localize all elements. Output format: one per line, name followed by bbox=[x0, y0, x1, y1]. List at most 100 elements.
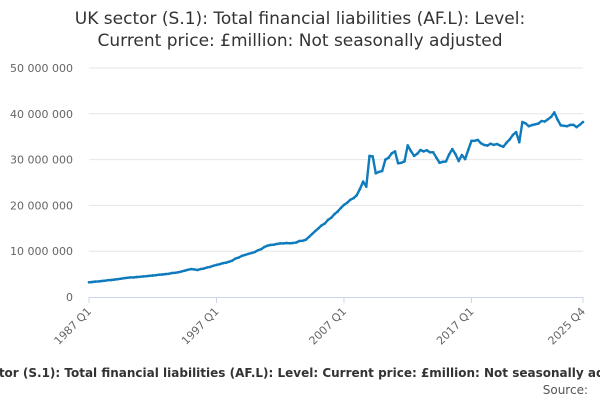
data-point[interactable] bbox=[310, 232, 314, 236]
data-point[interactable] bbox=[489, 142, 492, 145]
series-line[interactable] bbox=[87, 111, 585, 284]
data-point[interactable] bbox=[208, 265, 212, 269]
data-point[interactable] bbox=[196, 268, 199, 272]
data-point[interactable] bbox=[285, 241, 288, 245]
data-point[interactable] bbox=[527, 124, 531, 128]
data-point[interactable] bbox=[135, 275, 139, 279]
data-point[interactable] bbox=[90, 280, 94, 284]
data-point[interactable] bbox=[173, 271, 177, 275]
data-point[interactable] bbox=[106, 278, 110, 282]
data-point[interactable] bbox=[569, 123, 572, 127]
data-point[interactable] bbox=[438, 161, 441, 165]
data-point[interactable] bbox=[565, 124, 569, 128]
data-point[interactable] bbox=[167, 272, 170, 276]
data-point[interactable] bbox=[377, 170, 381, 174]
data-point[interactable] bbox=[444, 160, 448, 163]
data-point[interactable] bbox=[495, 142, 499, 146]
data-point[interactable] bbox=[492, 143, 496, 147]
data-point[interactable] bbox=[476, 138, 480, 142]
data-point[interactable] bbox=[256, 249, 260, 252]
data-point[interactable] bbox=[132, 276, 135, 279]
data-point[interactable] bbox=[581, 120, 585, 124]
data-point[interactable] bbox=[435, 156, 438, 159]
data-point[interactable] bbox=[100, 279, 103, 283]
data-point[interactable] bbox=[412, 154, 416, 158]
data-point[interactable] bbox=[355, 194, 359, 197]
data-point[interactable] bbox=[380, 169, 384, 173]
data-point[interactable] bbox=[307, 235, 311, 239]
data-point[interactable] bbox=[447, 153, 451, 156]
data-point[interactable] bbox=[301, 239, 304, 243]
data-point[interactable] bbox=[237, 256, 241, 259]
data-point[interactable] bbox=[224, 261, 228, 265]
data-point[interactable] bbox=[518, 140, 521, 144]
data-point[interactable] bbox=[352, 196, 355, 200]
data-point[interactable] bbox=[553, 111, 556, 114]
data-point[interactable] bbox=[282, 242, 285, 245]
data-point[interactable] bbox=[304, 238, 308, 242]
data-point[interactable] bbox=[562, 124, 566, 128]
data-point[interactable] bbox=[272, 243, 276, 246]
data-point[interactable] bbox=[406, 144, 410, 147]
data-point[interactable] bbox=[314, 229, 317, 233]
data-point[interactable] bbox=[374, 172, 378, 175]
data-point[interactable] bbox=[116, 277, 119, 281]
data-point[interactable] bbox=[419, 148, 422, 152]
data-point[interactable] bbox=[151, 274, 154, 277]
data-point[interactable] bbox=[141, 275, 145, 278]
data-point[interactable] bbox=[180, 270, 183, 273]
data-point[interactable] bbox=[231, 259, 234, 262]
data-point[interactable] bbox=[514, 130, 518, 134]
data-point[interactable] bbox=[396, 162, 400, 165]
data-point[interactable] bbox=[263, 245, 266, 249]
data-point[interactable] bbox=[269, 243, 273, 247]
data-point[interactable] bbox=[540, 119, 543, 123]
data-point[interactable] bbox=[543, 120, 547, 123]
data-point[interactable] bbox=[205, 266, 209, 269]
data-point[interactable] bbox=[202, 267, 205, 270]
data-point[interactable] bbox=[390, 152, 394, 155]
data-point[interactable] bbox=[103, 279, 107, 283]
data-point[interactable] bbox=[183, 269, 186, 273]
data-point[interactable] bbox=[511, 133, 515, 137]
data-point[interactable] bbox=[473, 139, 476, 143]
data-point[interactable] bbox=[482, 143, 486, 147]
data-point[interactable] bbox=[508, 138, 512, 141]
data-point[interactable] bbox=[145, 274, 148, 278]
data-point[interactable] bbox=[358, 187, 362, 191]
data-point[interactable] bbox=[460, 153, 464, 157]
data-point[interactable] bbox=[317, 227, 320, 230]
data-point[interactable] bbox=[170, 271, 174, 275]
data-point[interactable] bbox=[559, 124, 562, 127]
data-point[interactable] bbox=[393, 150, 397, 153]
data-point[interactable] bbox=[247, 252, 250, 256]
data-point[interactable] bbox=[486, 144, 489, 147]
data-point[interactable] bbox=[266, 244, 269, 247]
data-point[interactable] bbox=[227, 260, 231, 264]
data-point[interactable] bbox=[342, 203, 346, 207]
data-point[interactable] bbox=[320, 224, 324, 227]
data-point[interactable] bbox=[234, 257, 237, 260]
data-point[interactable] bbox=[416, 152, 419, 155]
data-point[interactable] bbox=[221, 261, 225, 265]
data-point[interactable] bbox=[441, 160, 445, 164]
data-point[interactable] bbox=[556, 118, 559, 121]
data-point[interactable] bbox=[578, 123, 582, 127]
data-point[interactable] bbox=[537, 122, 540, 125]
data-point[interactable] bbox=[467, 148, 470, 152]
data-point[interactable] bbox=[387, 156, 390, 159]
data-point[interactable] bbox=[87, 281, 91, 284]
data-point[interactable] bbox=[349, 198, 352, 202]
data-point[interactable] bbox=[333, 212, 336, 216]
data-point[interactable] bbox=[250, 251, 253, 255]
data-point[interactable] bbox=[164, 272, 167, 276]
data-point[interactable] bbox=[275, 242, 279, 246]
data-point[interactable] bbox=[502, 145, 505, 149]
data-point[interactable] bbox=[479, 142, 483, 145]
data-point[interactable] bbox=[278, 242, 282, 245]
data-point[interactable] bbox=[288, 242, 292, 245]
data-point[interactable] bbox=[148, 274, 151, 278]
data-point[interactable] bbox=[365, 185, 368, 188]
data-point[interactable] bbox=[409, 149, 413, 153]
data-point[interactable] bbox=[94, 280, 97, 283]
